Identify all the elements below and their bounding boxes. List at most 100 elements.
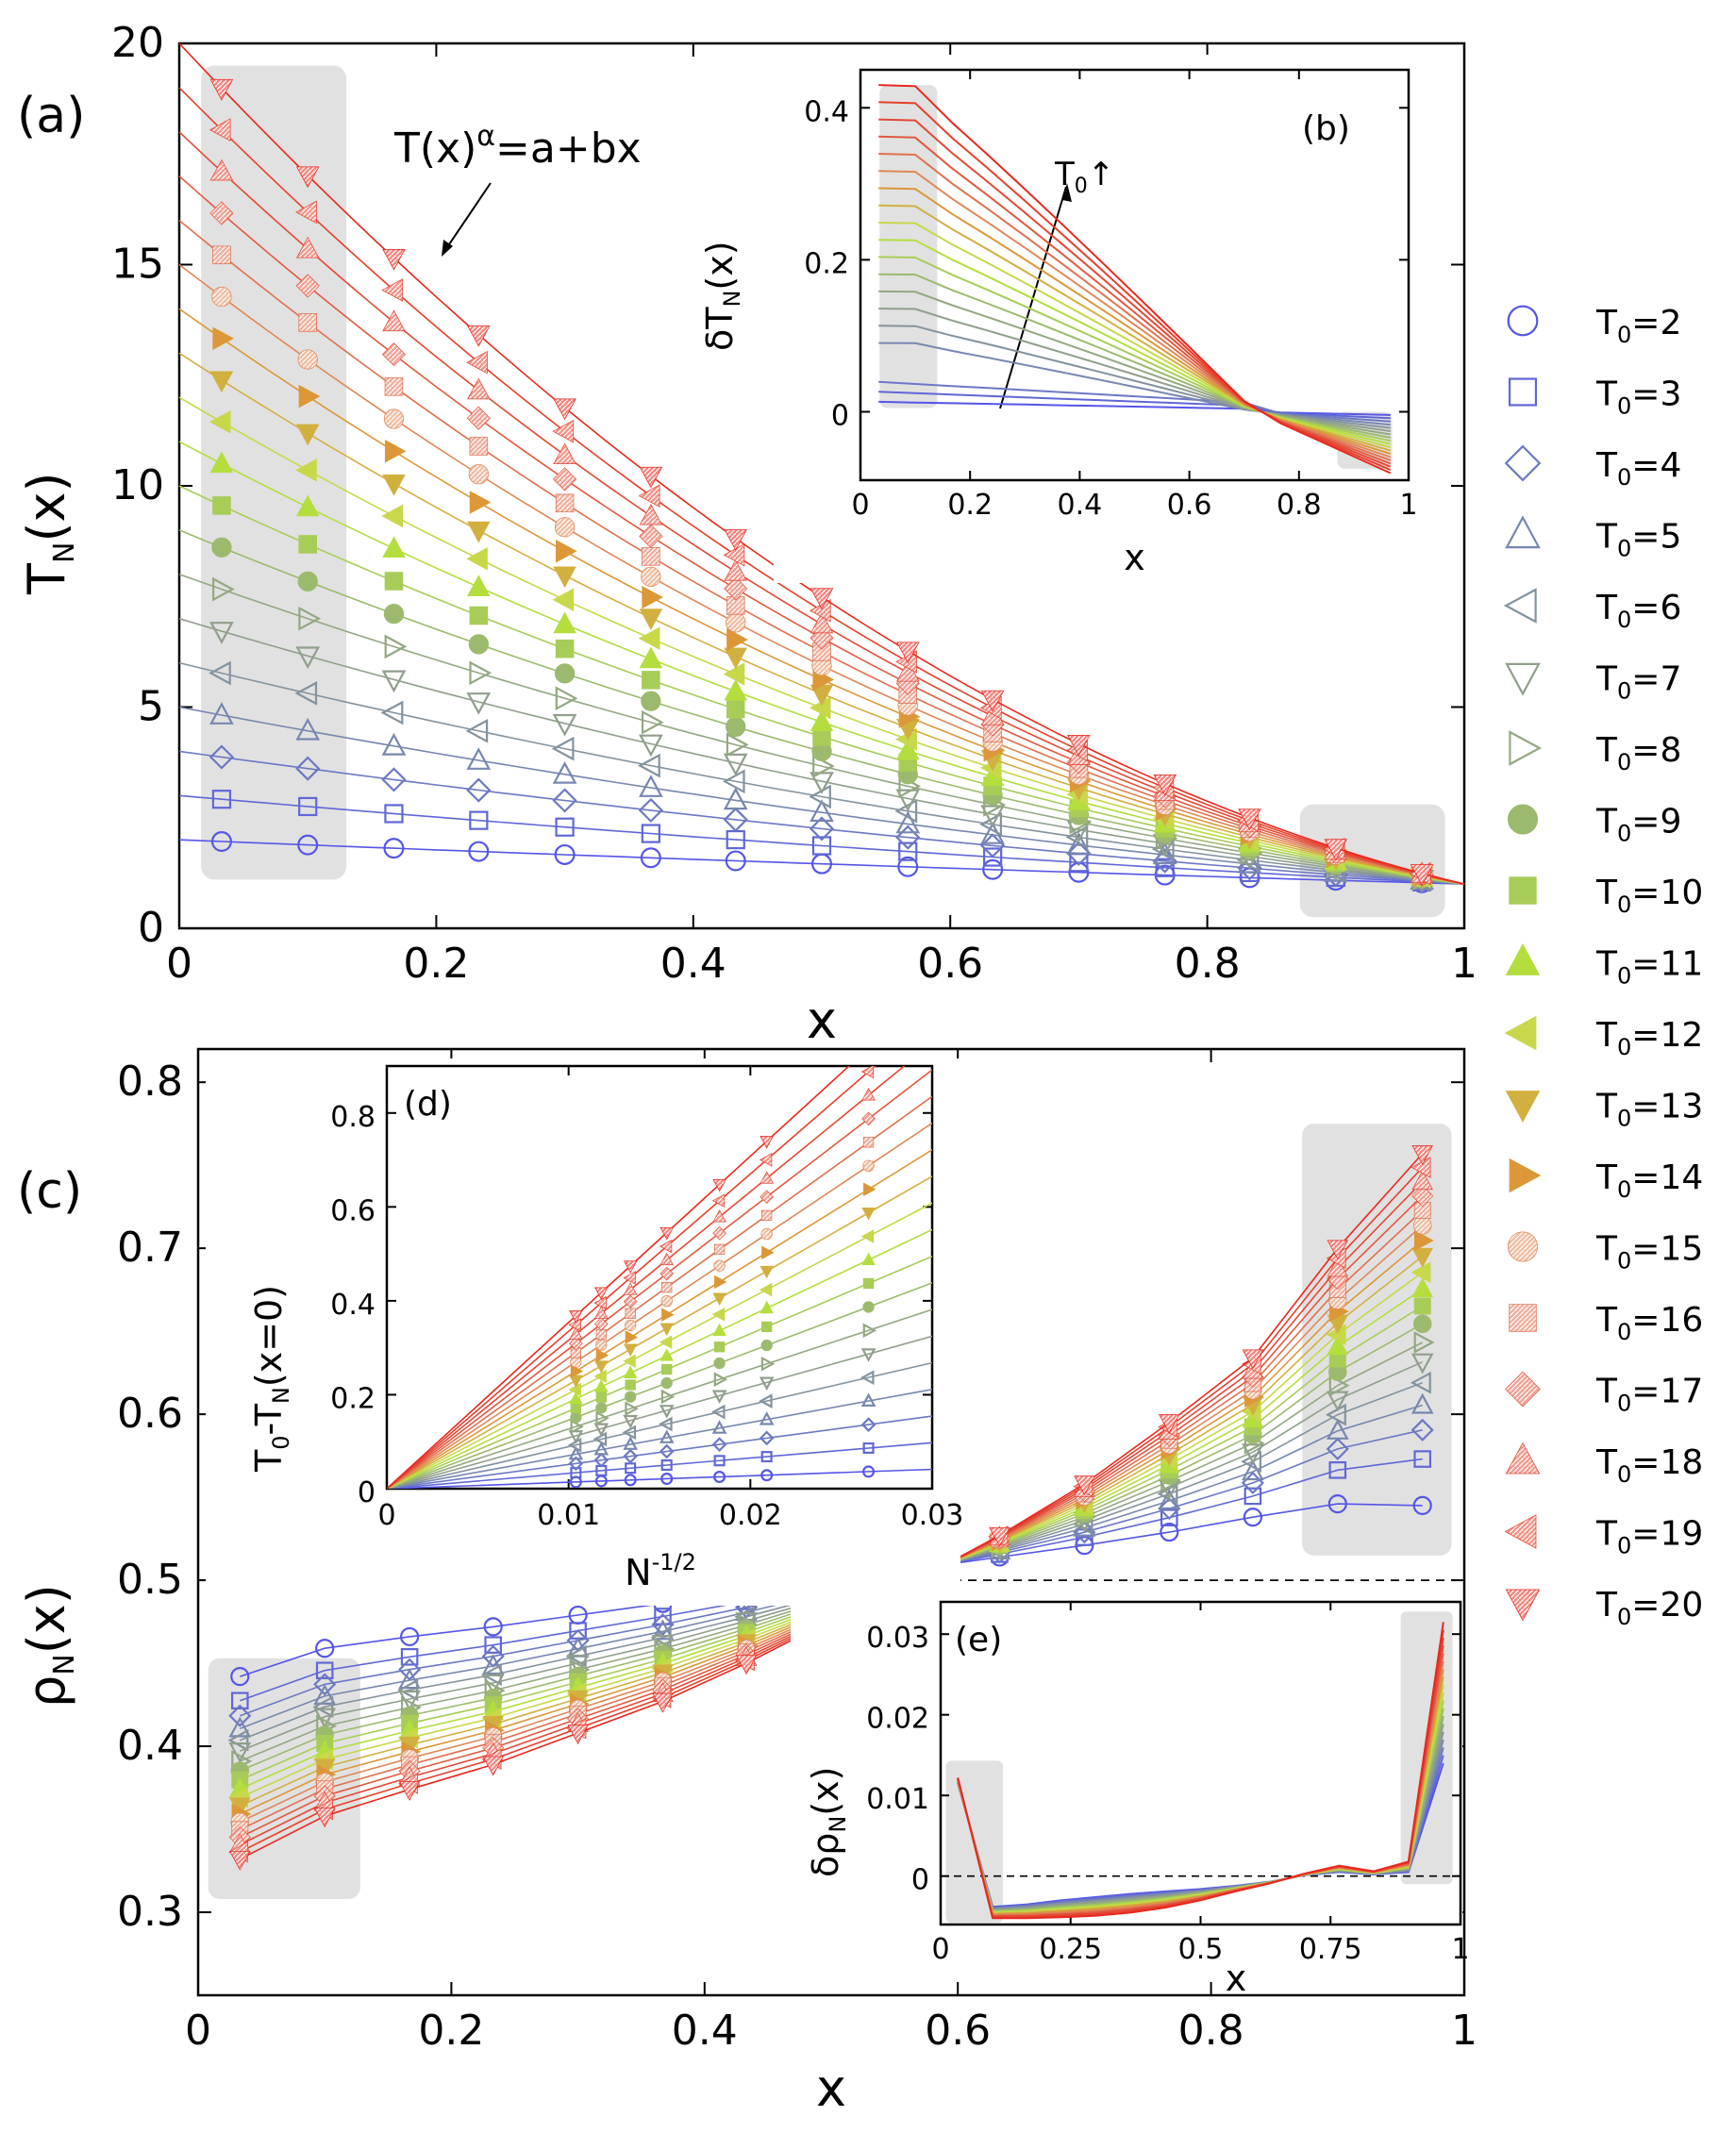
a-data-point: [556, 540, 577, 563]
d-data-point: [860, 1392, 876, 1408]
a-xtick-label: 0: [166, 940, 192, 988]
b-series-line: [878, 118, 1392, 468]
d-series-line: [387, 1441, 932, 1489]
a-data-point-hatch: [1068, 735, 1090, 756]
d-data-point: [860, 1370, 875, 1386]
a-data-point-hatch: [640, 505, 661, 525]
c-data-point-hatch: [653, 1693, 673, 1711]
e-inset-background: [791, 1594, 1462, 1979]
d-data-point: [659, 1405, 675, 1419]
a-data-point: [722, 769, 745, 794]
a-data-point: [212, 576, 235, 602]
c-data-point-hatch: [1412, 1158, 1430, 1177]
d-data-point-hatch: [660, 1267, 673, 1280]
a-data-point-hatch: [897, 642, 919, 662]
a-data-point: [469, 810, 489, 830]
c-data-point: [397, 1678, 419, 1702]
a-ytick-label: 15: [111, 241, 164, 289]
legend-label-prefix: T: [1595, 589, 1618, 627]
a-data-point: [295, 646, 321, 670]
d-data-point: [595, 1402, 608, 1414]
legend-label: T0=19: [1595, 1515, 1703, 1559]
legend-label-sub: 0: [1617, 393, 1631, 420]
a-data-point: [552, 760, 577, 784]
c-data-point-hatch: [230, 1851, 250, 1870]
a-data-point-hatch: [640, 485, 659, 507]
b-series-line: [878, 290, 1391, 436]
d-data-point-hatch: [863, 1137, 874, 1147]
legend-label-prefix: T: [1595, 1301, 1618, 1340]
d-data-point-hatch: [595, 1297, 607, 1309]
a-data-point: [982, 858, 1004, 880]
legend-label-sub: 0: [1617, 963, 1631, 990]
d-data-point: [623, 1436, 639, 1450]
d-data-point-hatch: [625, 1283, 637, 1294]
a-data-point: [384, 634, 408, 659]
a-data-point-hatch: [641, 567, 660, 587]
c-ytick-label: 0.4: [117, 1722, 183, 1770]
a-data-point: [639, 608, 663, 630]
a-fit-line: [178, 661, 1465, 885]
d-data-point-hatch: [862, 1089, 875, 1100]
legend-label-value: =10: [1631, 874, 1703, 912]
c-data-point: [1410, 1418, 1434, 1441]
d-data-point-hatch: [661, 1295, 673, 1307]
d-data-point-hatch: [760, 1191, 773, 1203]
d-data-point: [710, 1404, 726, 1420]
a-xtick-label: 0.8: [1175, 940, 1241, 988]
d-data-point: [759, 1430, 775, 1446]
d-data-point-hatch: [570, 1328, 582, 1340]
b-series-line: [878, 135, 1392, 465]
legend-label-sub: 0: [1617, 1533, 1631, 1559]
e-xtick-label: 0.5: [1178, 1933, 1224, 1966]
d-data-point-hatch: [625, 1320, 636, 1331]
d-data-point: [712, 1292, 726, 1306]
a-data-point-hatch: [383, 249, 405, 269]
d-data-point-hatch: [570, 1337, 582, 1350]
c-ytick-label: 0.7: [117, 1224, 183, 1272]
d-data-point: [568, 1430, 584, 1444]
b-ylabel-tail: (x): [699, 241, 741, 290]
legend-label-sub: 0: [1617, 678, 1631, 705]
d-data-point: [623, 1414, 639, 1429]
a-data-point-hatch: [642, 547, 659, 565]
c-data-point: [651, 1612, 675, 1637]
d-data-point-hatch: [570, 1310, 582, 1322]
d-data-point: [625, 1379, 636, 1391]
d-data-point: [862, 1323, 877, 1339]
b-series-line: [878, 400, 1391, 416]
c-xtick-label: 0.4: [672, 2007, 738, 2055]
d-data-point: [660, 1389, 676, 1405]
a-fit-line: [178, 706, 1465, 885]
a-data-point-hatch: [810, 626, 833, 649]
d-data-point: [713, 1372, 728, 1388]
c-xtick-label: 0.2: [418, 2007, 484, 2055]
a-data-point-hatch: [810, 600, 830, 622]
a-data-point: [639, 646, 663, 669]
a-data-point: [896, 738, 920, 760]
d-data-point: [623, 1448, 639, 1464]
a-data-point-hatch: [982, 691, 1004, 710]
legend-label-sub: 0: [1617, 1319, 1631, 1345]
b-arrow-label-up: ↑: [1088, 156, 1115, 193]
a-data-point: [298, 384, 321, 408]
d-series-line: [387, 1389, 932, 1489]
b-series-line: [878, 222, 1392, 449]
a-data-point-hatch: [725, 544, 744, 566]
d-series-line: [387, 1066, 851, 1489]
c-data-point: [1410, 1261, 1431, 1283]
legend-label-value: =19: [1631, 1515, 1703, 1554]
d-data-point: [570, 1364, 584, 1378]
c-ytick-label: 0.3: [117, 1888, 183, 1936]
d-ytick-label: 0.4: [330, 1289, 376, 1322]
a-data-point: [466, 547, 488, 571]
legend-label-prefix: T: [1595, 660, 1618, 699]
d-yaxis-label: T0-TN(x=0): [248, 1285, 294, 1473]
d-data-point: [711, 1390, 727, 1405]
d-data-point: [625, 1391, 637, 1403]
d-data-point: [595, 1348, 609, 1362]
b-xtick-label: 0.2: [947, 489, 993, 522]
a-data-point: [294, 681, 318, 706]
legend-label: T0=12: [1595, 1016, 1703, 1060]
